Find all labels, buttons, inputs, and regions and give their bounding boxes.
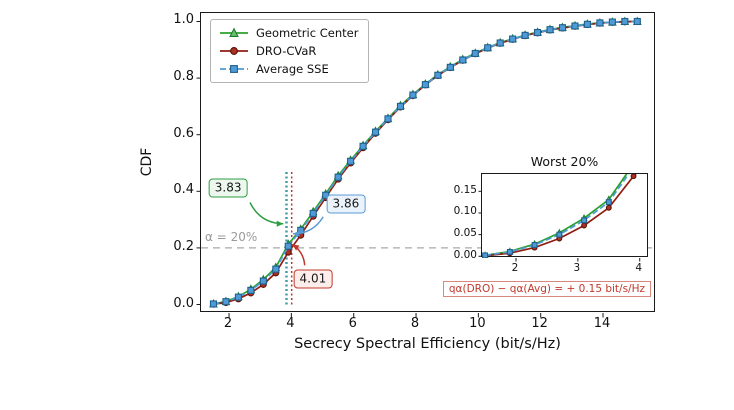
inset-x-tick-label: 4 <box>635 262 643 274</box>
legend-item-average-sse: Average SSE <box>219 62 358 76</box>
legend-label: Geometric Center <box>256 26 359 40</box>
inset-title: Worst 20% <box>530 154 599 169</box>
x-axis-label: Secrecy Spectral Efficiency (bit/s/Hz) <box>294 336 561 352</box>
inset-y-tick-label: 0.05 <box>453 227 477 240</box>
dro-cvar-swatch-icon <box>220 47 248 55</box>
inset-x-axis-ticks: 2 3 4 <box>481 262 648 276</box>
legend-label: Average SSE <box>256 62 329 76</box>
inset-plot <box>478 173 648 262</box>
quantile-annotation-dro: 4.01 <box>293 269 333 289</box>
quantile-annotation-average: 3.86 <box>326 194 366 214</box>
y-axis-ticks: 0.0 0.2 0.4 0.6 0.8 1.0 <box>152 12 194 312</box>
cdf-chart <box>196 16 656 318</box>
inset-x-tick-label: 3 <box>573 262 581 274</box>
y-tick-label: 0.2 <box>173 238 194 254</box>
y-tick-label: 0.0 <box>173 295 194 311</box>
x-tick-label: 10 <box>469 316 486 331</box>
x-tick-label: 14 <box>593 316 611 331</box>
y-tick-label: 0.4 <box>173 182 194 198</box>
legend-item-dro-cvar: DRO-CVaR <box>219 44 358 58</box>
geometric-center-swatch-icon <box>220 27 248 37</box>
legend-label: DRO-CVaR <box>256 44 317 58</box>
y-tick-label: 1.0 <box>173 12 194 28</box>
inset-x-tick-label: 2 <box>511 262 519 274</box>
y-tick-label: 0.8 <box>173 69 194 85</box>
y-tick-label: 0.6 <box>173 125 194 141</box>
x-tick-label: 2 <box>223 316 233 331</box>
legend-item-geometric-center: Geometric Center <box>219 26 358 40</box>
inset-y-tick-label: 0.15 <box>453 183 477 196</box>
inset-y-axis-ticks: 0.00 0.05 0.10 0.15 <box>444 173 477 261</box>
x-tick-label: 12 <box>531 316 548 331</box>
quantile-gap-note: qα(DRO) − qα(Avg) = + 0.15 bit/s/Hz <box>442 281 651 297</box>
inset-y-tick-label: 0.10 <box>453 205 477 218</box>
plot-area: Geometric Center DRO-CVaR Average SSE α … <box>196 12 656 318</box>
average-sse-swatch-icon <box>220 65 248 73</box>
inset-y-tick-label: 0.00 <box>453 248 477 261</box>
x-axis-ticks: 2 4 6 8 10 12 14 <box>200 316 655 334</box>
alpha-threshold-label: α = 20% <box>205 230 258 244</box>
legend: Geometric Center DRO-CVaR Average SSE <box>210 19 370 83</box>
quantile-annotation-geometric: 3.83 <box>208 178 248 198</box>
x-tick-label: 8 <box>410 316 420 331</box>
x-tick-label: 6 <box>348 316 357 331</box>
x-tick-label: 4 <box>286 316 295 331</box>
inset-chart <box>478 174 641 262</box>
